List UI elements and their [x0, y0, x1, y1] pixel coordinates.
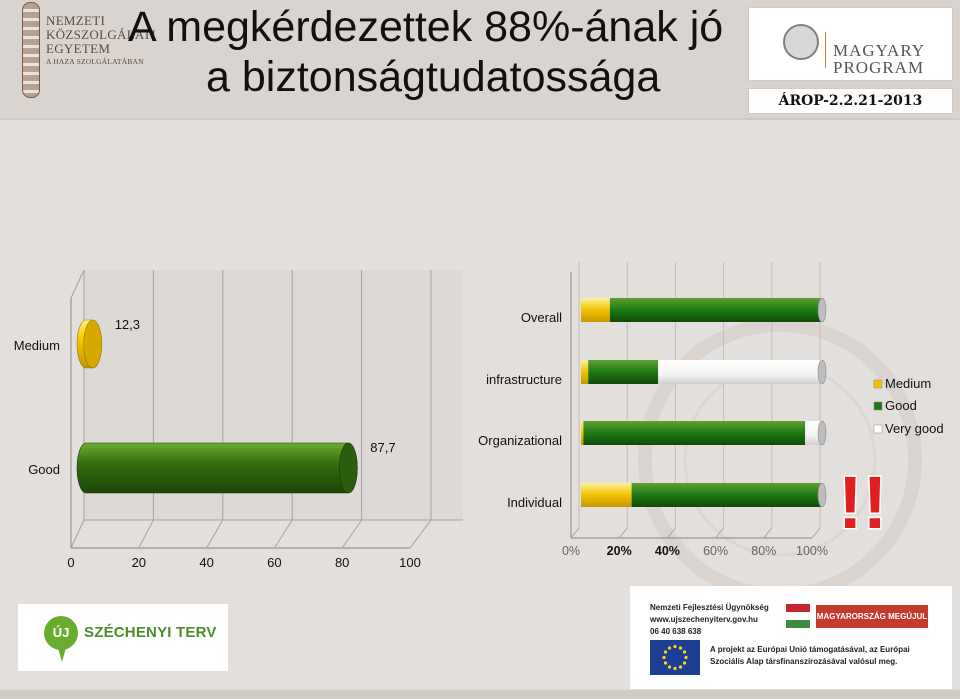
chart2-tick-label: 100%: [796, 544, 828, 558]
chart1-tick-label: 60: [267, 555, 281, 570]
chart2-category-label: Individual: [507, 495, 562, 510]
chart2-x-axis: 0% 20% 40% 60% 80% 100%: [562, 544, 828, 558]
chart2-bar-segment: [583, 421, 806, 445]
title-line-1: A megkérdezettek 88%-ának jó: [128, 3, 724, 51]
eu-funding-note: A projekt az Európai Unió támogatásával,…: [710, 645, 910, 666]
eu-funding-panel: Nemzeti Fejlesztési Ügynökség www.ujszec…: [630, 586, 952, 689]
chart2-legend-label: Medium: [885, 376, 931, 391]
chart1-bar-cap: [339, 442, 358, 494]
magyary-logo-text: MAGYARY PROGRAM: [833, 42, 925, 76]
chart2-legend: Medium Good Very good: [873, 376, 944, 436]
chart2-bar-segment: [581, 360, 589, 384]
chart1-value-label: 87,7: [370, 440, 395, 455]
eu-star: [678, 665, 683, 669]
szechenyi-pin-icon: ÚJ: [44, 616, 78, 662]
chart1-x-axis: 0 20 40 60 80 100: [67, 555, 420, 570]
chart2-legend-label: Good: [885, 398, 917, 413]
title-line-2: a biztonságtudatossága: [206, 53, 661, 101]
slide-title: A megkérdezettek 88%-ának jó a biztonság…: [128, 2, 748, 102]
chart2-tick-label: 0%: [562, 544, 580, 558]
eu-star: [682, 650, 687, 654]
nke-line-4: A HAZA SZOLGÁLATÁBAN: [46, 57, 144, 66]
eu-star: [673, 644, 677, 649]
chart2-bar-segment: [581, 421, 584, 445]
eu-star: [673, 666, 677, 671]
magyary-line-2: PROGRAM: [833, 58, 925, 77]
eu-star: [678, 646, 683, 650]
chart1-tick-label: 0: [67, 555, 74, 570]
chart2-category-label: Overall: [521, 310, 562, 325]
chart2-tick-label: 80%: [751, 544, 776, 558]
chart2-bar-segment: [588, 360, 659, 384]
eu-star: [667, 665, 672, 669]
chart2-tick-label: 60%: [703, 544, 728, 558]
hungarian-flag-icon: [786, 604, 810, 628]
chart1-tick-label: 80: [335, 555, 349, 570]
nke-logo: NEMZETI KÖZSZOLGÁLATI EGYETEM A HAZA SZO…: [4, 2, 156, 98]
chart2-bar-segment: [581, 483, 632, 507]
chart2-y-axis: Overall infrastructure Organizational Indiv…: [478, 310, 562, 510]
chart2-bar-segment: [805, 421, 822, 445]
eu-star: [684, 655, 688, 660]
chart2-category-label: infrastructure: [486, 372, 562, 387]
chart2-bar-segment: [609, 298, 822, 322]
nke-line-2: KÖZSZOLGÁLATI: [46, 27, 157, 42]
chart1-tick-label: 40: [199, 555, 213, 570]
chart2-category-label: Organizational: [478, 433, 562, 448]
chart2-legend-swatch: [873, 401, 883, 411]
chart2-bars: [581, 297, 827, 508]
chart1-bar-cap: [83, 319, 102, 369]
agency-info: Nemzeti Fejlesztési Ügynökség www.ujszec…: [650, 602, 769, 638]
agency-name: Nemzeti Fejlesztési Ügynökség: [650, 603, 769, 612]
nke-line-1: NEMZETI: [46, 13, 106, 28]
chart1-frame: [70, 269, 463, 549]
slide-header: NEMZETI KÖZSZOLGÁLATI EGYETEM A HAZA SZO…: [0, 0, 960, 120]
nke-logo-text: NEMZETI KÖZSZOLGÁLATI EGYETEM A HAZA SZO…: [46, 14, 156, 68]
szechenyi-terv-logo: ÚJ SZÉCHENYI TERV: [18, 604, 228, 671]
logo-divider: [825, 32, 826, 68]
chart1-bars: 12,3 87,7: [76, 317, 396, 494]
chart2-legend-label: Very good: [885, 421, 944, 436]
chart2-annotation: !!: [838, 461, 887, 544]
eu-flag-icon: [650, 640, 700, 675]
szechenyi-logo-text: SZÉCHENYI TERV: [84, 624, 217, 641]
chart2-bar-segment: [658, 360, 822, 384]
program-code: ÁROP-2.2.21-2013: [748, 88, 953, 114]
eu-star: [667, 646, 672, 650]
agency-phone: 06 40 638 638: [650, 627, 702, 636]
chart1-category-label: Medium: [14, 338, 60, 353]
eu-star: [663, 661, 668, 665]
eu-star: [663, 650, 668, 654]
chart2-bar-cap: [817, 297, 827, 323]
chart2-tick-label: 40%: [655, 544, 680, 558]
magyary-portrait-icon: [783, 24, 819, 60]
chart1-bar: [76, 442, 358, 494]
hungary-renewal-banner: MAGYARORSZÁG MEGÚJUL: [816, 605, 928, 628]
eu-star: [662, 655, 666, 660]
chart2-bar-segment: [631, 483, 822, 507]
bottom-strip: [0, 690, 960, 699]
magyary-line-1: MAGYARY: [833, 41, 926, 60]
nke-line-3: EGYETEM: [46, 41, 111, 56]
chart2-bar-cap: [817, 482, 827, 508]
chart2-bar-cap: [817, 359, 827, 385]
chart2-tick-label: 20%: [607, 544, 632, 558]
chart1-category-label: Good: [28, 462, 60, 477]
agency-website: www.ujszechenyiterv.gov.hu: [650, 615, 758, 624]
chart2-bar-cap: [817, 420, 827, 446]
chart2-legend-swatch: [873, 379, 883, 389]
chart2-bar-segment: [581, 298, 610, 322]
magyary-program-logo: MAGYARY PROGRAM: [748, 7, 953, 81]
chart1-value-label: 12,3: [115, 317, 140, 332]
eu-star: [682, 661, 687, 665]
chart1-tick-label: 20: [132, 555, 146, 570]
chart2-legend-swatch: [873, 424, 883, 434]
chart1-tick-label: 100: [399, 555, 421, 570]
chart1-y-axis: Medium Good: [14, 338, 60, 477]
nke-seal-icon: [22, 2, 40, 98]
